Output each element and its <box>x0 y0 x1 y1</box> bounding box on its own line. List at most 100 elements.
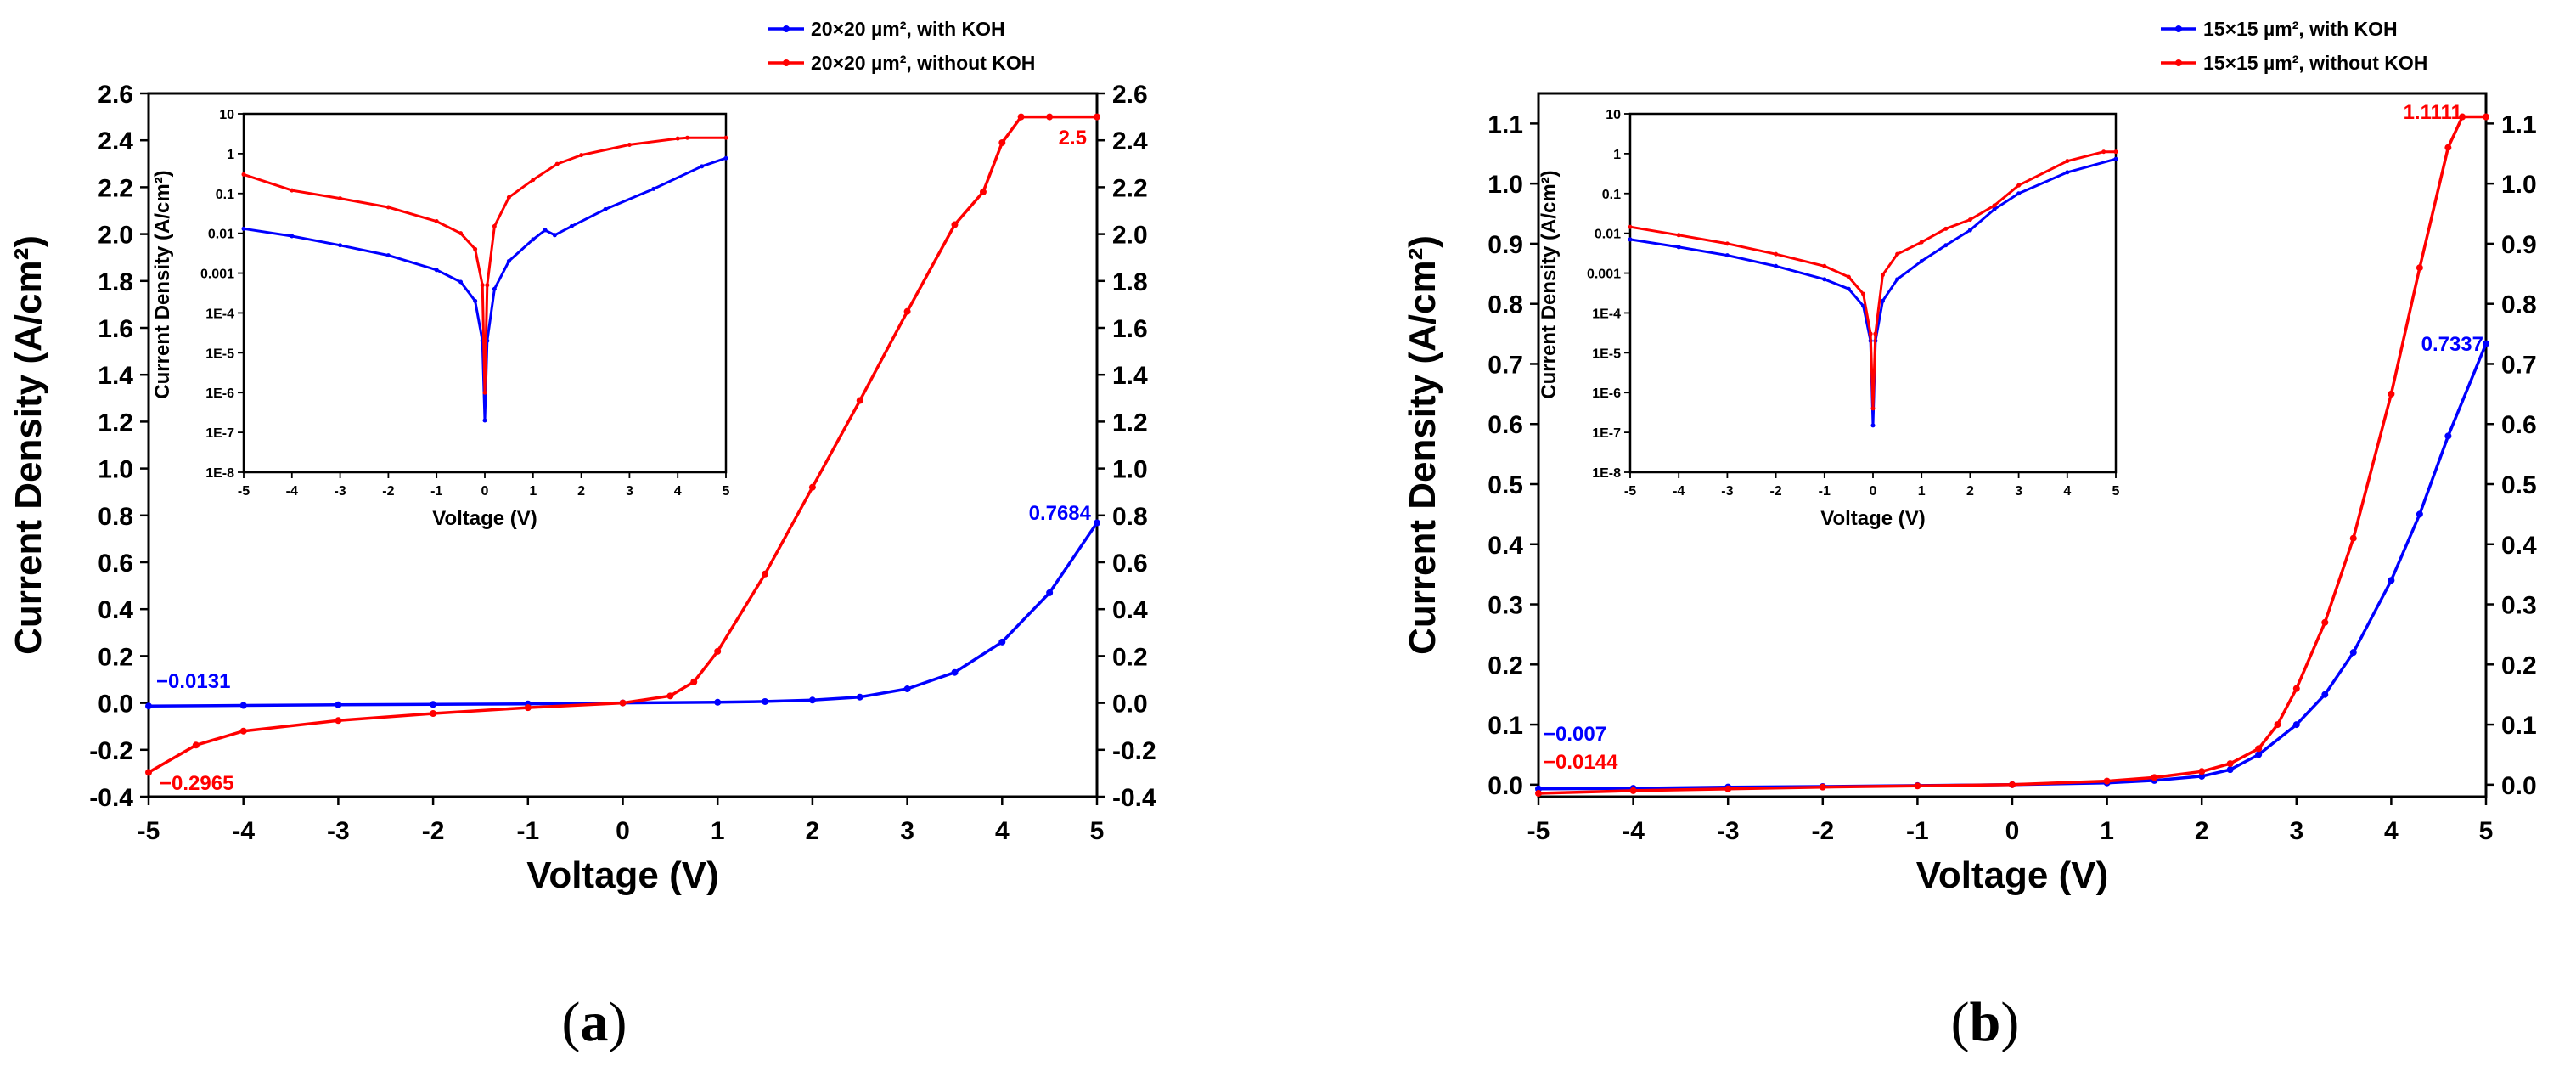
inset-x-tick-label: 2 <box>577 484 585 499</box>
inset-data-point <box>1943 243 1949 248</box>
data-point <box>335 701 342 708</box>
inset-data-point <box>473 298 478 303</box>
inset-x-tick-label: 3 <box>626 484 633 499</box>
x-tick-label: -5 <box>1527 817 1550 845</box>
inset-data-point <box>552 233 557 238</box>
data-point <box>239 702 247 709</box>
inset-data-point <box>700 164 705 169</box>
inset-data-point <box>1992 206 1997 211</box>
inset-data-point <box>458 231 464 236</box>
inset-data-point <box>2065 170 2070 175</box>
data-point <box>1724 785 1732 792</box>
legend-marker <box>783 25 790 32</box>
x-tick-label: -4 <box>232 817 255 845</box>
x-tick-label: 1 <box>711 817 725 845</box>
data-point <box>1819 783 1826 791</box>
inset-x-tick-label: 2 <box>1966 484 1974 499</box>
data-point <box>2274 721 2281 729</box>
inset-y-tick-label: 1E-5 <box>1592 347 1621 361</box>
inset-data-point <box>434 268 439 273</box>
inset-data-point <box>1846 274 1851 279</box>
inset-data-point <box>1880 273 1885 278</box>
y-tick-label-left: 1.8 <box>98 268 133 296</box>
data-label: 0.7684 <box>1029 502 1092 525</box>
data-point <box>762 570 769 578</box>
x-axis-label: Voltage (V) <box>1916 854 2109 896</box>
y-tick-label-right: -0.4 <box>1112 784 1156 812</box>
inset-data-point <box>1861 291 1866 296</box>
data-point <box>714 698 722 706</box>
data-point <box>1017 113 1025 121</box>
data-point <box>2292 721 2300 729</box>
data-point <box>2444 144 2452 151</box>
inset-data-point <box>1724 253 1730 258</box>
y-tick-label-right: 0.0 <box>2501 772 2537 800</box>
y-tick-label-right: 0.3 <box>2501 592 2537 620</box>
data-point <box>1046 113 1054 121</box>
panel-label: (a) <box>562 991 627 1053</box>
inset-data-point <box>554 161 560 166</box>
y-tick-label-left: 0.4 <box>98 596 133 624</box>
inset-x-tick-label: 3 <box>2015 484 2022 499</box>
inset-data-point <box>1895 251 1900 257</box>
y-tick-label-right: 0.0 <box>1112 691 1148 719</box>
y-tick-label-left: 2.4 <box>98 127 133 155</box>
data-point <box>2009 781 2016 788</box>
y-tick-label-right: 0.1 <box>2501 712 2537 740</box>
y-tick-label-left: 0.8 <box>1488 291 1523 319</box>
data-point <box>1046 589 1054 596</box>
x-tick-label: 0 <box>616 817 630 845</box>
inset-data-point <box>1880 298 1885 303</box>
x-tick-label: -1 <box>1906 817 1929 845</box>
inset-data-point <box>651 186 656 191</box>
data-point <box>856 693 863 701</box>
data-point <box>2321 691 2329 698</box>
y-tick-label-left: 0.2 <box>1488 651 1523 679</box>
inset-x-tick-label: -3 <box>1721 484 1733 499</box>
y-tick-label-left: 0.2 <box>98 643 133 671</box>
inset-data-point <box>543 228 548 233</box>
inset-y-tick-label: 0.1 <box>216 188 234 202</box>
data-point <box>335 717 342 725</box>
inset-x-tick-label: 0 <box>481 484 489 499</box>
inset-x-tick-label: 0 <box>1870 484 1877 499</box>
inset-series-line-1 <box>1629 150 2116 410</box>
inset-y-tick-label: 0.001 <box>1587 268 1621 282</box>
x-tick-label: 4 <box>995 817 1010 845</box>
data-point <box>856 397 863 404</box>
data-label: −0.007 <box>1544 723 1606 746</box>
data-label: 1.1111 <box>2404 101 2462 124</box>
y-tick-label-left: 0.9 <box>1488 231 1523 259</box>
inset-data-point <box>1870 406 1876 411</box>
inset-data-point <box>627 142 632 147</box>
inset-x-tick-label: 5 <box>2112 484 2120 499</box>
y-tick-label-left: 0.6 <box>98 550 133 578</box>
inset-x-tick-label: 1 <box>1918 484 1926 499</box>
data-point <box>2483 340 2489 347</box>
series-line-0 <box>148 522 1099 708</box>
y-tick-label-right: 0.6 <box>2501 411 2537 439</box>
legend-label: 20×20 µm², with KOH <box>811 18 1005 40</box>
inset-data-point <box>569 223 574 228</box>
y-tick-label-right: 0.7 <box>2501 351 2537 379</box>
data-point <box>808 483 816 491</box>
inset-y-tick-label: 10 <box>1606 108 1621 122</box>
data-point <box>1629 787 1637 794</box>
inset-y-tick-label: 1E-8 <box>1592 466 1621 481</box>
x-tick-label: -2 <box>1811 817 1834 845</box>
inset-x-tick-label: -1 <box>1819 484 1831 499</box>
inset-x-tick-label: -5 <box>238 484 250 499</box>
inset-y-tick-label: 1E-6 <box>1592 386 1621 401</box>
y-tick-label-right: -0.2 <box>1112 737 1156 765</box>
data-point <box>998 138 1006 146</box>
data-point <box>951 668 959 676</box>
inset-data-point <box>1967 217 1972 223</box>
inset-x-tick-label: -2 <box>382 484 394 499</box>
inset-data-point <box>1895 277 1900 282</box>
data-point <box>430 710 437 718</box>
inset-data-point <box>1992 203 1997 208</box>
inset-y-tick-label: 1E-4 <box>205 307 234 321</box>
inset-y-tick-label: 0.1 <box>1602 188 1621 202</box>
legend-marker <box>2175 59 2182 66</box>
inset-data-point <box>531 178 536 183</box>
